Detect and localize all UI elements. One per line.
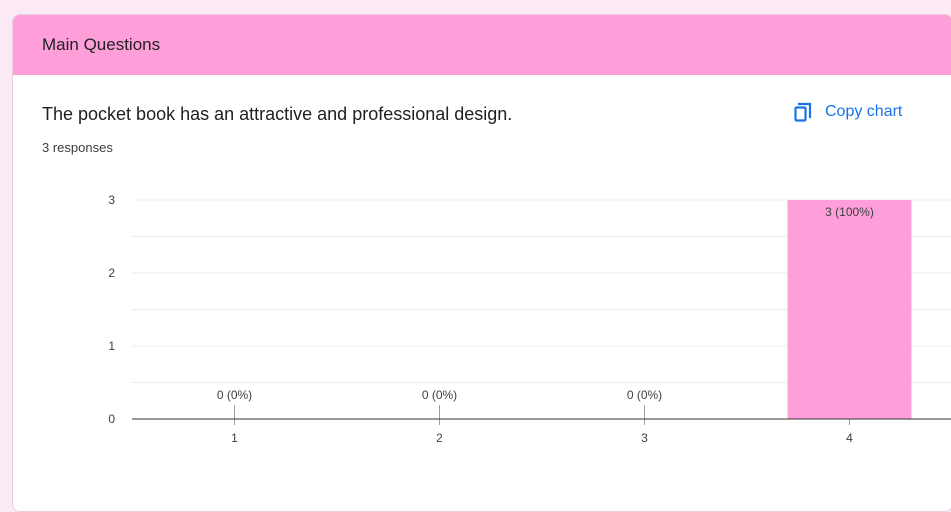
x-tick-label: 1: [231, 431, 238, 445]
bar: [787, 200, 912, 419]
data-label: 0 (0%): [627, 388, 662, 402]
copy-chart-label: Copy chart: [825, 103, 903, 120]
question-title: The pocket book has an attractive and pr…: [42, 104, 513, 124]
y-tick-label: 1: [108, 339, 115, 353]
section-header: Main Questions: [13, 15, 951, 75]
question-card: Main Questions The pocket book has an at…: [12, 14, 951, 512]
x-tick-label: 4: [846, 431, 853, 445]
y-tick-label: 2: [108, 266, 115, 280]
response-bar-chart: 0 1 2 3 0 (0%) 1 0 (0%) 2 0 (0%) 3 3 (100%) 4: [108, 193, 951, 445]
x-tick-label: 3: [641, 431, 648, 445]
y-tick-label: 0: [108, 412, 115, 426]
x-tick-label: 2: [436, 431, 443, 445]
response-count: 3 responses: [42, 140, 113, 155]
section-title: Main Questions: [42, 35, 161, 54]
data-label: 3 (100%): [825, 205, 874, 219]
copy-chart-button[interactable]: Copy chart: [785, 97, 908, 127]
y-tick-label: 3: [108, 193, 115, 207]
data-label: 0 (0%): [422, 388, 457, 402]
data-label: 0 (0%): [217, 388, 252, 402]
copy-icon: [791, 100, 815, 124]
